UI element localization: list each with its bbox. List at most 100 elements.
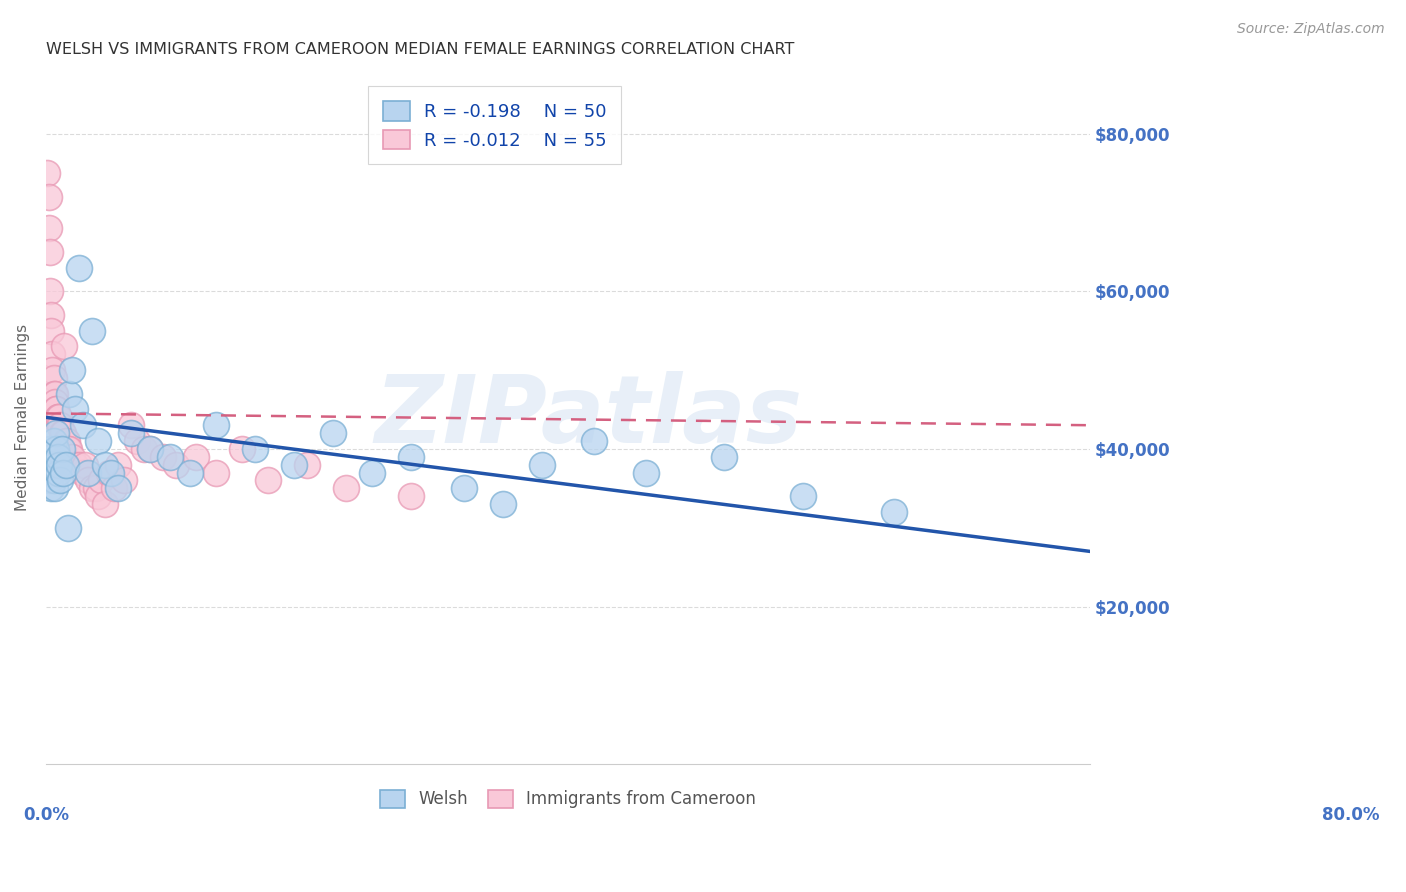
Point (179, 466, 201, 480)
Point (97, 466, 120, 480)
Point (152, 450, 174, 464)
Point (38, 474, 60, 488)
Text: ZIPatlas: ZIPatlas (375, 371, 803, 463)
Point (636, 466, 658, 480)
Point (243, 442, 266, 456)
Point (401, 489, 423, 503)
Point (46, 410, 69, 425)
Point (39, 481, 62, 495)
Point (204, 466, 226, 480)
Point (93, 458, 115, 472)
Point (38, 458, 60, 472)
Point (361, 466, 384, 480)
Text: 0.0%: 0.0% (22, 805, 69, 824)
Point (42, 386, 65, 401)
Point (530, 458, 553, 472)
Point (139, 442, 162, 456)
Point (132, 442, 155, 456)
Point (58, 386, 80, 401)
Point (792, 489, 814, 503)
Point (166, 458, 188, 472)
Point (60, 450, 83, 464)
Point (120, 426, 142, 441)
Point (231, 442, 253, 456)
Point (883, 505, 905, 519)
Point (48, 458, 70, 472)
Point (159, 450, 181, 464)
Point (184, 450, 207, 464)
Point (335, 481, 357, 495)
Point (107, 458, 129, 472)
Point (48, 418, 70, 433)
Point (56, 442, 79, 456)
Point (41, 458, 63, 472)
Point (72, 418, 94, 433)
Point (41, 363, 63, 377)
Point (44, 458, 66, 472)
Point (63, 402, 86, 417)
Point (39, 466, 62, 480)
Point (67, 458, 90, 472)
Point (46, 466, 69, 480)
Point (39, 324, 62, 338)
Point (93, 497, 115, 511)
Point (401, 450, 423, 464)
Point (44, 481, 66, 495)
Text: Source: ZipAtlas.com: Source: ZipAtlas.com (1237, 22, 1385, 37)
Point (44, 386, 66, 401)
Point (41, 450, 63, 464)
Text: 80.0%: 80.0% (1322, 805, 1379, 824)
Point (38, 442, 60, 456)
Point (120, 418, 142, 433)
Point (76, 466, 98, 480)
Point (582, 434, 605, 448)
Point (48, 410, 70, 425)
Point (84, 481, 107, 495)
Point (67, 260, 90, 275)
Point (56, 434, 79, 448)
Point (49, 418, 72, 433)
Point (80, 324, 103, 338)
Point (46, 410, 69, 425)
Point (45, 442, 67, 456)
Point (38, 189, 60, 203)
Point (45, 426, 67, 441)
Point (38, 221, 60, 235)
Point (80, 481, 103, 495)
Point (204, 418, 226, 433)
Point (295, 458, 318, 472)
Point (76, 474, 98, 488)
Point (45, 402, 67, 417)
Point (90, 474, 112, 488)
Point (112, 474, 135, 488)
Point (44, 394, 66, 409)
Point (41, 347, 63, 361)
Point (139, 442, 162, 456)
Point (51, 442, 73, 456)
Point (38, 244, 60, 259)
Point (492, 497, 515, 511)
Y-axis label: Median Female Earnings: Median Female Earnings (15, 324, 30, 511)
Point (87, 489, 110, 503)
Point (37, 166, 59, 180)
Point (100, 466, 122, 480)
Point (42, 371, 65, 385)
Legend: Welsh, Immigrants from Cameroon: Welsh, Immigrants from Cameroon (373, 783, 762, 815)
Point (46, 450, 69, 464)
Point (42, 434, 65, 448)
Point (55, 458, 77, 472)
Point (42, 474, 65, 488)
Point (127, 434, 149, 448)
Point (87, 434, 110, 448)
Point (53, 339, 76, 353)
Point (55, 434, 77, 448)
Point (75, 458, 97, 472)
Point (52, 466, 75, 480)
Text: WELSH VS IMMIGRANTS FROM CAMEROON MEDIAN FEMALE EARNINGS CORRELATION CHART: WELSH VS IMMIGRANTS FROM CAMEROON MEDIAN… (46, 42, 794, 57)
Point (103, 481, 125, 495)
Point (322, 426, 344, 441)
Point (72, 466, 94, 480)
Point (49, 474, 72, 488)
Point (38, 284, 60, 298)
Point (283, 458, 305, 472)
